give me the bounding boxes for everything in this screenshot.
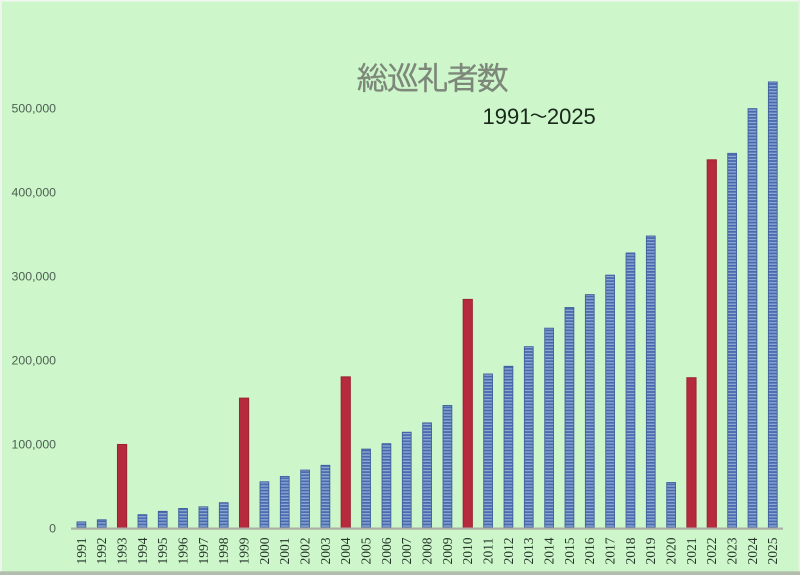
svg-text:200,000: 200,000 — [12, 354, 57, 368]
svg-text:2003: 2003 — [318, 537, 333, 564]
svg-text:2022: 2022 — [704, 538, 719, 565]
svg-text:2002: 2002 — [297, 538, 312, 565]
svg-text:2020: 2020 — [664, 537, 679, 564]
svg-text:1996: 1996 — [175, 537, 190, 564]
svg-text:1991: 1991 — [74, 538, 89, 565]
svg-text:400,000: 400,000 — [12, 186, 57, 200]
svg-text:2016: 2016 — [582, 537, 597, 564]
svg-text:1995: 1995 — [155, 537, 170, 564]
svg-text:1997: 1997 — [196, 537, 211, 564]
svg-text:2023: 2023 — [725, 537, 740, 564]
svg-text:2013: 2013 — [521, 537, 536, 564]
svg-text:2025: 2025 — [765, 537, 780, 564]
svg-text:500,000: 500,000 — [12, 102, 57, 116]
svg-text:2009: 2009 — [440, 537, 455, 564]
svg-text:1992: 1992 — [94, 538, 109, 565]
svg-text:2007: 2007 — [399, 537, 414, 564]
svg-text:2005: 2005 — [358, 537, 373, 564]
svg-text:2021: 2021 — [684, 538, 699, 565]
svg-text:1999: 1999 — [236, 537, 251, 564]
svg-text:2015: 2015 — [562, 537, 577, 564]
svg-text:300,000: 300,000 — [12, 270, 57, 284]
svg-text:2012: 2012 — [501, 538, 516, 565]
svg-text:2004: 2004 — [338, 537, 353, 564]
svg-text:1991: 1991 — [483, 104, 532, 129]
svg-text:2010: 2010 — [460, 537, 475, 564]
svg-text:1998: 1998 — [216, 537, 231, 564]
svg-text:2006: 2006 — [379, 537, 394, 564]
svg-text:2019: 2019 — [643, 537, 658, 564]
svg-text:100,000: 100,000 — [12, 438, 57, 452]
svg-text:2014: 2014 — [542, 537, 557, 564]
svg-text:2008: 2008 — [420, 537, 435, 564]
svg-text:1994: 1994 — [135, 537, 150, 564]
svg-text:0: 0 — [49, 522, 56, 536]
svg-text:2018: 2018 — [623, 537, 638, 564]
svg-text:2017: 2017 — [603, 537, 618, 564]
svg-text:2011: 2011 — [481, 538, 496, 565]
svg-text:2025: 2025 — [547, 104, 596, 129]
svg-text:2000: 2000 — [257, 537, 272, 564]
svg-text:2024: 2024 — [745, 537, 760, 564]
svg-text:1993: 1993 — [114, 537, 129, 564]
svg-text:2001: 2001 — [277, 538, 292, 565]
